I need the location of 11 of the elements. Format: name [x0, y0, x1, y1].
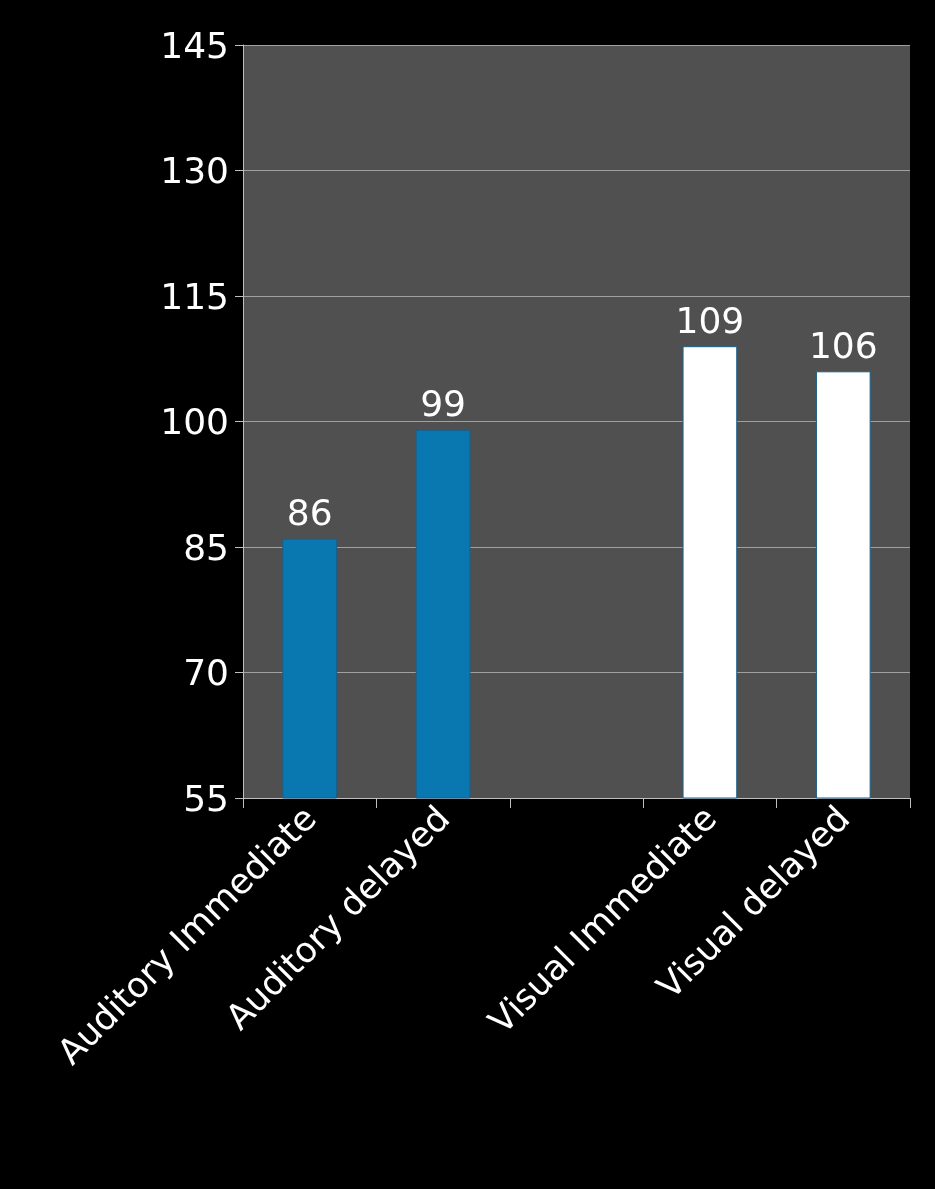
data-label: 106	[808, 324, 878, 366]
y-tick-label: 100	[160, 401, 229, 442]
y-tick-label: 70	[183, 652, 229, 693]
data-label: 109	[675, 299, 745, 341]
y-tick-label: 130	[160, 150, 229, 191]
y-tick-label: 115	[160, 275, 229, 317]
y-tick-label: 55	[183, 777, 229, 819]
data-label: 86	[286, 492, 333, 534]
y-tick-label: 85	[183, 526, 229, 568]
y-tick-label: 145	[160, 24, 229, 66]
data-label: 99	[420, 383, 467, 425]
